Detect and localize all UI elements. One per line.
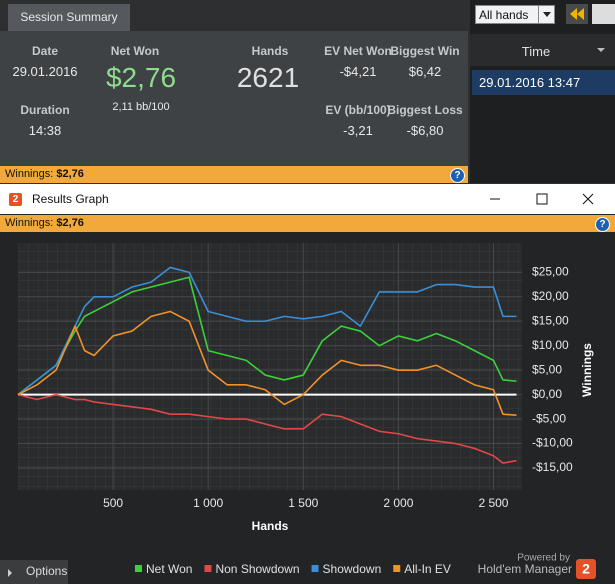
legend-swatch <box>135 565 142 572</box>
y-axis-title: Winnings <box>580 343 594 397</box>
biggest-loss: -$6,80 <box>406 123 444 138</box>
x-tick-label: 2 000 <box>383 496 413 510</box>
y-tick-label: -$10,00 <box>532 436 573 450</box>
date: 29.01.2016 <box>12 64 78 79</box>
brand-logo-text: 2 <box>582 561 590 577</box>
help-icon[interactable]: ? <box>450 168 465 183</box>
options-text: Options <box>26 564 67 578</box>
summary-tab[interactable]: Session Summary <box>8 4 130 31</box>
window-controls <box>490 193 594 205</box>
series-line <box>17 276 517 396</box>
app-icon: 2 <box>9 193 22 206</box>
title-bar: 2 Results Graph <box>0 184 615 214</box>
winnings-label: Winnings: <box>5 168 54 180</box>
y-tick-label: $20,00 <box>532 289 569 303</box>
brand: Hold'em Manager <box>478 562 572 576</box>
session-time: 29.01.2016 13:47 <box>479 75 581 90</box>
hands: 2621 <box>236 62 300 93</box>
x-tick-label: 500 <box>103 496 123 510</box>
maximize-button[interactable] <box>536 193 548 205</box>
duration-label: Duration <box>20 103 70 117</box>
session-row[interactable]: 29.01.2016 13:47 <box>472 70 615 95</box>
window-winnings-bar: Winnings: $2,76 <box>0 215 615 232</box>
close-button[interactable] <box>582 193 594 205</box>
biggest-loss-label: Biggest Loss <box>387 103 463 117</box>
results-chart: Hands Winnings Net Won Non Showdown Showdo… <box>0 243 596 584</box>
date-label: Date <box>31 44 59 58</box>
x-tick-label: 1 000 <box>193 496 223 510</box>
legend-label: Showdown <box>323 562 382 576</box>
bb-per-100: 2,11 bb/100 <box>112 101 170 113</box>
window-title: Results Graph <box>32 192 109 206</box>
ev-bb: -3,21 <box>343 123 373 138</box>
x-tick-label: 2 500 <box>478 496 508 510</box>
series-line <box>17 393 517 464</box>
minor-grid <box>18 243 522 490</box>
cards-button[interactable] <box>592 4 615 24</box>
legend-label: Net Won <box>146 562 192 576</box>
legend-swatch <box>204 565 212 572</box>
sessions-panel: All hands Time 29.01.2016 13:47 <box>470 0 615 183</box>
options-button[interactable] <box>0 560 68 584</box>
legend-swatch <box>393 565 401 572</box>
winnings: $2,76 <box>56 168 84 180</box>
dropdown-arrow <box>538 6 555 23</box>
biggest-win-label: Biggest Win <box>390 44 460 58</box>
y-tick-label: $10,00 <box>532 338 569 352</box>
legend-swatch <box>311 565 319 572</box>
x-axis-title: Hands <box>252 519 289 533</box>
window-winnings: $2,76 <box>56 217 84 229</box>
y-tick-label: -$5,00 <box>532 411 566 425</box>
hands-label: Hands <box>251 44 289 58</box>
ev-net-won: -$4,21 <box>339 64 377 79</box>
ev-net-won-label: EV Net Won <box>324 44 392 58</box>
y-tick-label: $0,00 <box>532 387 562 401</box>
powered-by: Powered by <box>517 553 570 564</box>
list-header: Time <box>470 34 615 66</box>
series-line <box>17 310 517 417</box>
y-tick-label: -$15,00 <box>532 460 573 474</box>
x-tick-label: 1 500 <box>288 496 318 510</box>
legend-label: All-In EV <box>404 562 451 576</box>
net-won-label: Net Won <box>110 44 160 58</box>
y-tick-label: $15,00 <box>532 313 569 327</box>
time-column[interactable]: Time <box>521 44 551 59</box>
window-help-icon[interactable]: ? <box>595 217 610 232</box>
y-tick-label: $5,00 <box>532 362 562 376</box>
winnings-bar: Winnings: $2,76 <box>0 166 468 183</box>
filter-text: All hands <box>479 8 529 22</box>
legend-label: Non Showdown <box>215 562 299 576</box>
options-arrow <box>8 569 12 577</box>
summary-panel: Session Summary Date 29.01.2016 Net Won … <box>0 0 468 183</box>
rewind-button[interactable] <box>566 4 588 24</box>
series-line <box>17 266 517 396</box>
duration: 14:38 <box>28 123 62 138</box>
filter-dropdown[interactable]: All hands <box>475 5 555 24</box>
brand-logo <box>576 559 596 579</box>
net-won: $2,76 <box>105 62 177 93</box>
window-winnings-label: Winnings: <box>5 217 54 229</box>
biggest-win: $6,42 <box>408 64 442 79</box>
y-tick-label: $25,00 <box>532 265 569 279</box>
ev-bb-label: EV (bb/100) <box>325 103 391 117</box>
